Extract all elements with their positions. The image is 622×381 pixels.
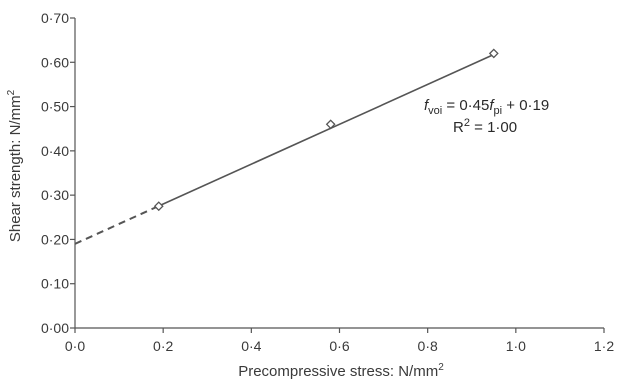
y-tick-label: 0·40	[41, 143, 69, 159]
data-point	[488, 48, 499, 59]
y-tick-label: 0·50	[41, 99, 69, 115]
x-tick-label: 0·8	[418, 338, 438, 354]
x-tick-label: 0·4	[241, 338, 261, 354]
x-tick-label: 1·0	[506, 338, 526, 354]
x-tick-label: 0·6	[329, 338, 349, 354]
equation-annotation: fvoi = 0·45fpi + 0·19	[424, 97, 549, 117]
r-squared-annotation: R2 = 1·00	[453, 117, 517, 136]
y-tick-label: 0·60	[41, 54, 69, 70]
x-tick-label: 1·2	[594, 338, 614, 354]
y-axis-ticks: 0·00 0·10 0·20 0·30 0·40 0·50 0·60 0·70	[41, 10, 75, 336]
x-axis-label: Precompressive stress: N/mm2	[238, 362, 444, 380]
trendline-extrapolated	[74, 205, 160, 245]
data-point	[153, 201, 164, 212]
y-tick-label: 0·20	[41, 231, 69, 247]
y-axis-label: Shear strength: N/mm2	[6, 89, 24, 242]
y-tick-label: 0·30	[41, 187, 69, 203]
data-point	[325, 119, 336, 130]
y-tick-label: 0·70	[41, 10, 69, 26]
plot-marks	[74, 48, 499, 245]
x-tick-label: 0·0	[65, 338, 85, 354]
x-axis-ticks: 0·0 0·2 0·4 0·6 0·8 1·0 1·2	[65, 328, 614, 354]
y-tick-label: 0·10	[41, 276, 69, 292]
y-tick-label: 0·00	[41, 320, 69, 336]
x-tick-label: 0·2	[153, 338, 173, 354]
trendline	[158, 53, 495, 207]
